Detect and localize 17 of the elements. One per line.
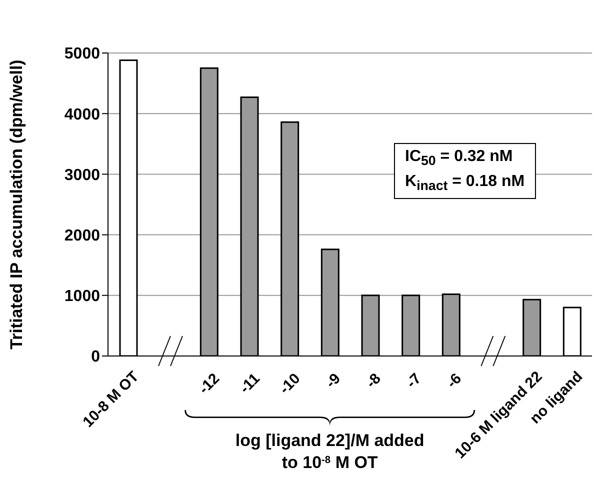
y-tick-label: 5000 (64, 46, 100, 63)
x-tick-label: -11 (236, 370, 264, 397)
y-axis-title: Tritiated IP accumulation (dpm/well) (7, 60, 26, 350)
x-tick-label: -7 (403, 370, 425, 392)
x-tick-label: -8 (362, 370, 384, 392)
y-tick-label: 0 (91, 348, 100, 366)
y-tick-label: 2000 (64, 227, 100, 244)
x-tick-label: -12 (196, 370, 224, 398)
annotation: IC$_{50}$ = 0.32 nM (405, 147, 514, 170)
y-tick-label: 4000 (64, 106, 100, 124)
x-axis-title: log [ligand 22]/M added to 10$^{-8}$ M OT (235, 431, 424, 472)
annotation: K$_{inact}$ = 0.18 nM (405, 172, 525, 196)
y-tick-label: 1000 (64, 288, 100, 306)
y-tick-label: 3000 (64, 166, 100, 184)
x-tick-label: -10 (276, 370, 304, 398)
x-tick-label: -9 (322, 370, 344, 392)
x-tick-label: -6 (444, 370, 466, 392)
